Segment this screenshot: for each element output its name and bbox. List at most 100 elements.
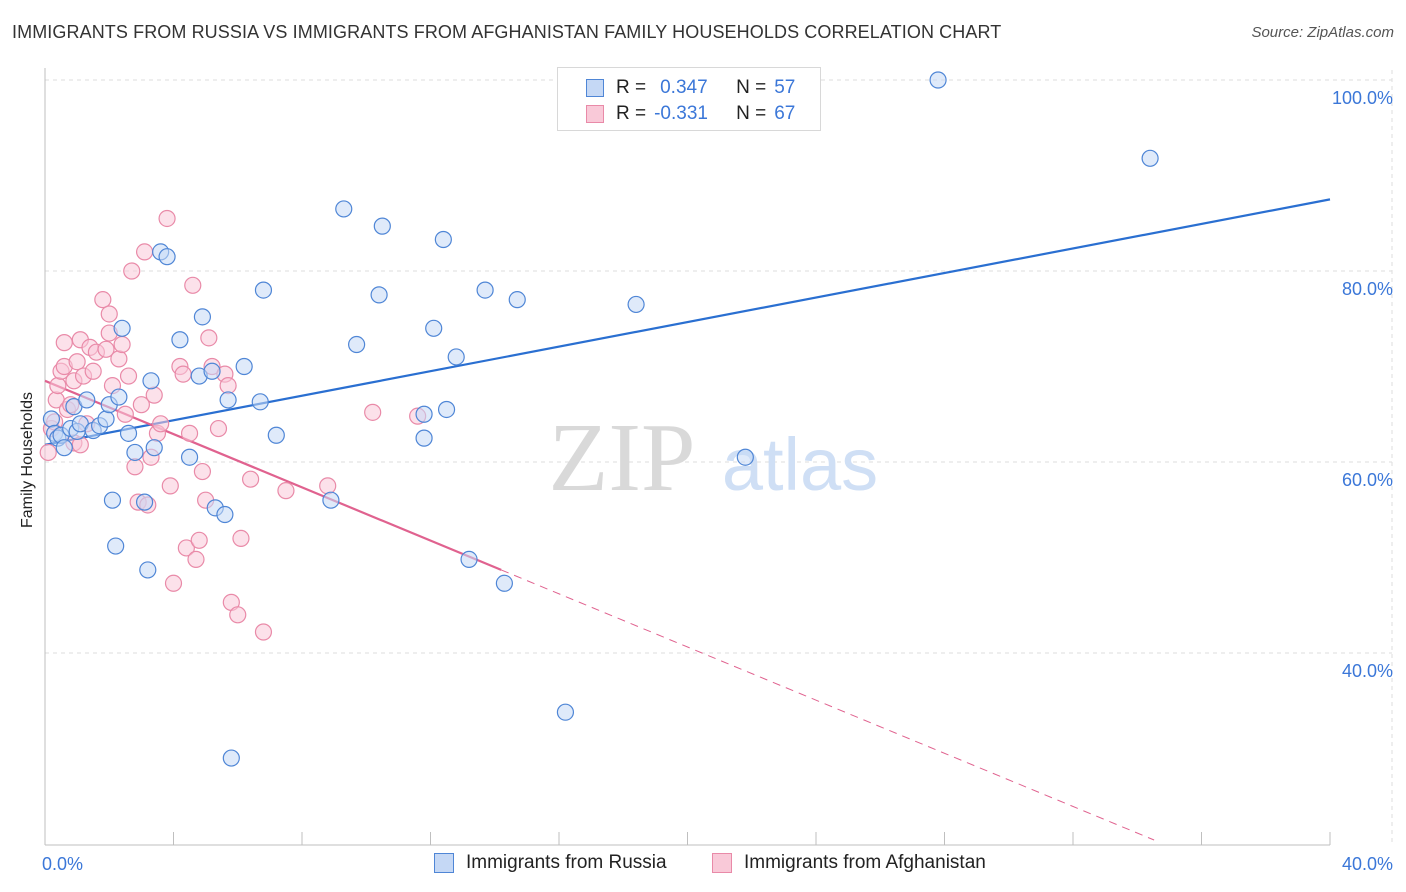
russia-point [193, 308, 212, 326]
russia-point [460, 550, 478, 569]
afghanistan-point [254, 623, 273, 641]
russia-point [222, 749, 240, 767]
afghanistan-point [135, 243, 154, 261]
afghanistan-point [132, 396, 150, 414]
afghanistan-point [158, 209, 176, 228]
bottom-legend-russia: Immigrants from Russia [434, 852, 667, 874]
n-value-russia: 57 [774, 77, 796, 98]
russia-point [425, 319, 443, 337]
russia-point [415, 429, 433, 447]
n-label: N = [736, 77, 767, 98]
afghanistan-point [242, 470, 260, 488]
afghanistan-legend-label: Immigrants from Afghanistan [744, 852, 986, 873]
russia-point [78, 391, 96, 409]
legend: R = 0.347 N = 57 R = -0.331 N = 67 [557, 67, 821, 131]
afghanistan-point [49, 377, 67, 395]
russia-point [370, 286, 388, 304]
afghanistan-point [119, 367, 138, 385]
source-label: Source: ZipAtlas.com [1251, 24, 1394, 41]
afghanistan-point [209, 419, 228, 438]
russia-point [107, 537, 125, 555]
russia-point [180, 448, 199, 466]
legend-row-afghanistan: R = -0.331 N = 67 [558, 100, 795, 128]
afghanistan-point [319, 477, 337, 495]
afghanistan-point [94, 291, 112, 309]
n-label: N = [736, 103, 767, 124]
n-value-afghanistan: 67 [774, 103, 796, 124]
russia-legend-swatch [434, 853, 454, 873]
russia-point [495, 574, 513, 592]
russia-point [97, 410, 115, 428]
russia-point [171, 331, 189, 349]
afghanistan-point [187, 550, 205, 569]
afghanistan-point [161, 477, 179, 495]
afghanistan-point [164, 574, 183, 592]
y-tick-label: 100.0% [1332, 88, 1393, 108]
afghanistan-point [193, 462, 212, 481]
afghanistan-point [145, 386, 163, 404]
russia-point [113, 319, 131, 337]
afghanistan-point [113, 335, 131, 354]
afghanistan-legend-swatch [712, 853, 732, 873]
russia-points [42, 71, 1159, 767]
russia-swatch [586, 79, 604, 97]
russia-point [254, 281, 273, 299]
russia-point [110, 388, 128, 406]
russia-point [158, 248, 176, 266]
r-value-russia: 0.347 [660, 77, 708, 98]
russia-point [219, 391, 237, 409]
y-tick-label: 80.0% [1342, 279, 1393, 299]
russia-point [476, 281, 494, 299]
bottom-legend-afghanistan: Immigrants from Afghanistan [712, 852, 986, 874]
afghanistan-point [100, 305, 118, 323]
russia-point [929, 71, 947, 89]
afghanistan-point [97, 340, 115, 358]
x-tick-label: 0.0% [42, 854, 83, 874]
afghanistan-point [180, 424, 199, 442]
trend-lines [44, 198, 1331, 841]
afghanistan-point [177, 539, 195, 557]
russia-point [139, 561, 157, 579]
r-value-afghanistan: -0.331 [654, 103, 708, 124]
afghanistan-point [364, 403, 382, 421]
russia-point [434, 230, 452, 249]
tick-labels: 100.0% 80.0% 60.0% 40.0% 0.0% 40.0% [42, 88, 1393, 874]
russia-point [142, 372, 160, 390]
russia-point [135, 493, 154, 511]
russia-point [145, 439, 163, 457]
afghanistan-point [200, 329, 218, 347]
gridlines [45, 70, 1393, 845]
y-tick-label: 60.0% [1342, 470, 1393, 490]
afghanistan-point [190, 531, 208, 549]
russia-point [322, 491, 340, 509]
russia-point [437, 400, 456, 419]
r-label: R = [616, 77, 647, 98]
afghanistan-point [184, 276, 202, 294]
russia-point [203, 362, 221, 380]
afghanistan-point [277, 482, 295, 500]
afghanistan-point [152, 415, 170, 433]
afghanistan-point [39, 443, 57, 462]
russia-point [235, 357, 253, 376]
afghanistan-swatch [586, 105, 604, 123]
russia-legend-label: Immigrants from Russia [466, 852, 667, 873]
russia-point [556, 703, 575, 721]
russia-point [42, 410, 61, 428]
russia-point [216, 505, 234, 524]
legend-row-russia: R = 0.347 N = 57 [558, 74, 795, 102]
afghanistan-point [229, 606, 247, 624]
russia-point [627, 295, 645, 314]
russia-point [1141, 149, 1159, 167]
afghanistan-point [232, 529, 250, 548]
afghanistan-point [123, 262, 141, 280]
afghanistan-point [174, 365, 192, 383]
russia-point [415, 405, 433, 423]
afghanistan-point [55, 334, 73, 352]
russia-point [55, 439, 73, 457]
afghanistan-point [84, 362, 102, 380]
r-label: R = [616, 103, 647, 124]
afghanistan-point [110, 350, 128, 368]
afghanistan-trend-extension [500, 569, 1155, 841]
russia-point [251, 393, 269, 411]
